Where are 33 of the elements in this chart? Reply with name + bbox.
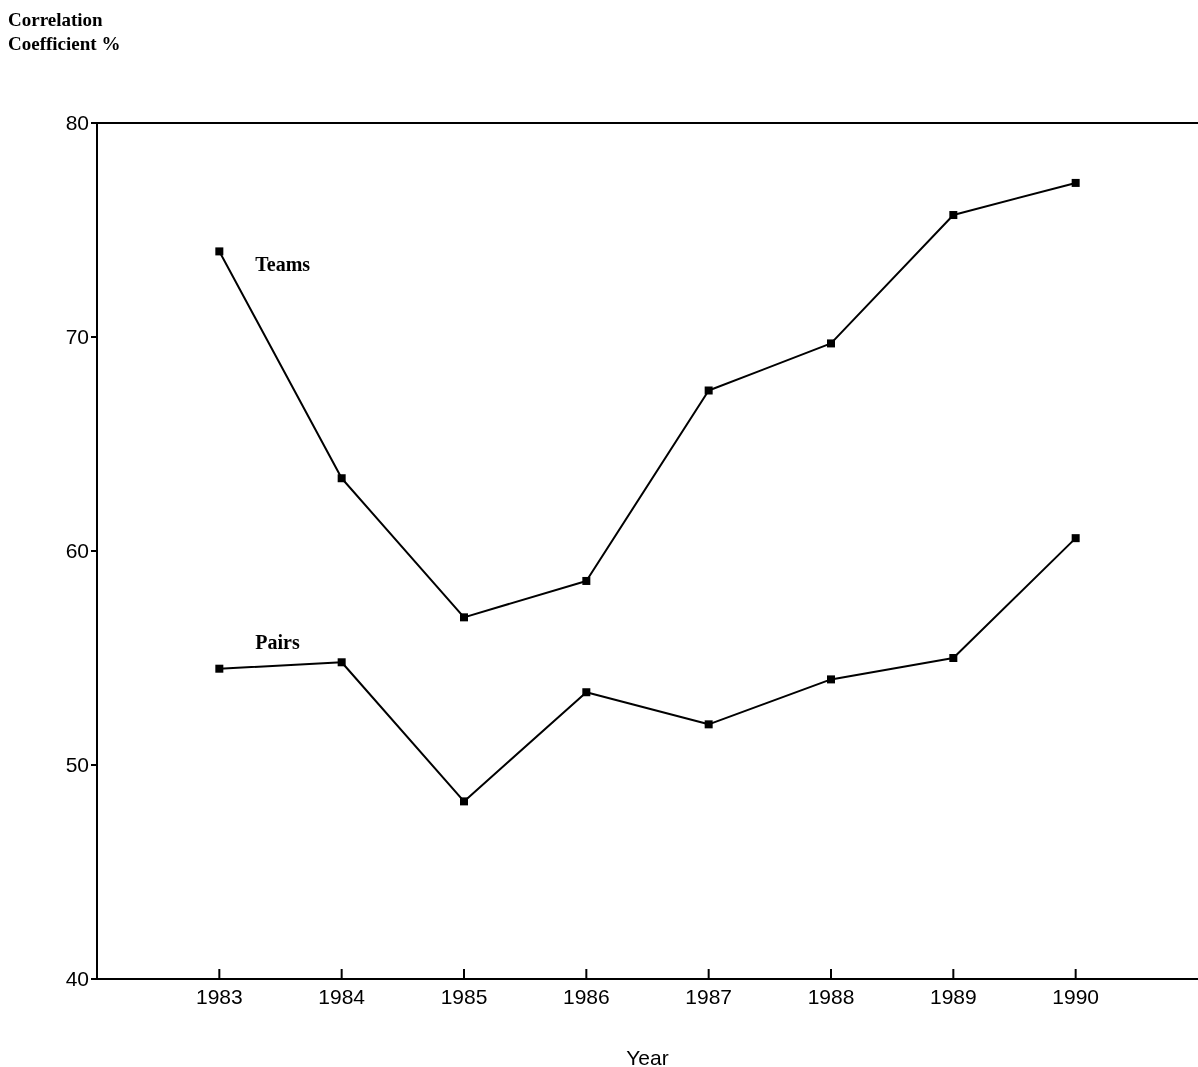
- point: [704, 386, 713, 395]
- y-tick-label: 80: [65, 111, 89, 135]
- point: [827, 675, 835, 684]
- x-tick-label: 1989: [929, 984, 977, 1008]
- x-axis-title: Year: [626, 1046, 669, 1067]
- point: [827, 339, 835, 348]
- y-tick-label: 40: [65, 967, 89, 991]
- point: [337, 474, 346, 483]
- y-axis-title: Correlation Coefficient %: [8, 8, 122, 56]
- x-tick-label: 1984: [318, 984, 366, 1008]
- point: [215, 664, 224, 673]
- x-tick-label: 1990: [1052, 984, 1100, 1008]
- point: [582, 576, 591, 585]
- x-tick-label: 1987: [685, 984, 733, 1008]
- y-tick-label: 50: [65, 753, 89, 777]
- point: [949, 654, 958, 662]
- point: [704, 720, 713, 729]
- point: [460, 797, 468, 806]
- y-tick-label: 60: [65, 539, 89, 563]
- point: [949, 211, 958, 220]
- x-tick-label: 1986: [562, 984, 610, 1008]
- point: [582, 688, 591, 697]
- point: [337, 658, 346, 667]
- x-tick-label: 1983: [195, 984, 243, 1008]
- point: [1071, 178, 1080, 187]
- point: [215, 247, 224, 256]
- x-tick-label: 1985: [440, 984, 488, 1008]
- point: [1071, 534, 1080, 543]
- series-label: Teams: [255, 253, 311, 276]
- y-tick-label: 70: [65, 325, 89, 349]
- series-label: Pairs: [255, 630, 300, 653]
- point: [460, 613, 468, 622]
- x-tick-label: 1988: [807, 984, 855, 1008]
